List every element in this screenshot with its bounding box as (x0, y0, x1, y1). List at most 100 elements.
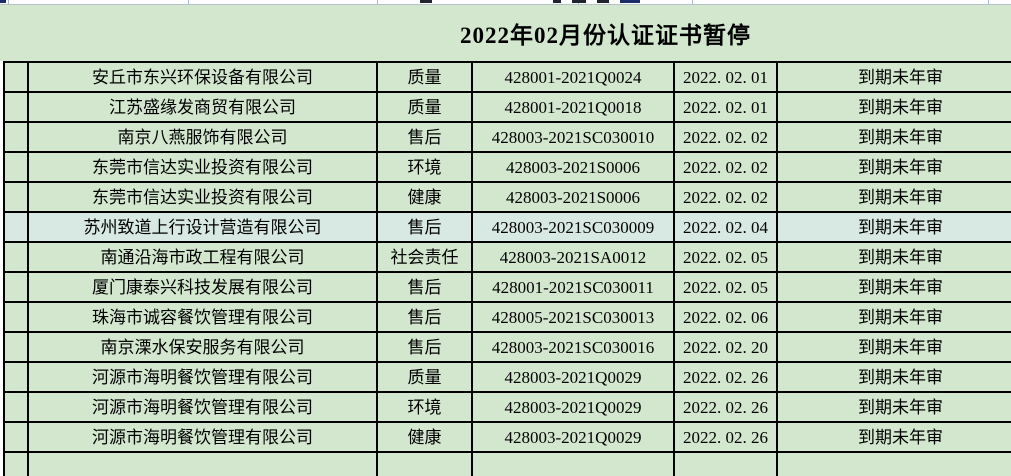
suspend-date-cell[interactable] (673, 451, 778, 476)
company-cell[interactable]: 南通沿海市政工程有限公司 (27, 241, 378, 273)
row-header-cell[interactable] (3, 301, 29, 333)
row-header-cell[interactable] (3, 181, 29, 213)
title-merged-cell[interactable]: 2022年02月份认证证书暂停 (0, 5, 1011, 61)
suspend-date-cell[interactable]: 2022. 02. 02 (673, 181, 778, 213)
table-row: 南通沿海市政工程有限公司 社会责任 428003-2021SA0012 2022… (3, 241, 1011, 273)
status-cell[interactable]: 到期未年审 (776, 151, 1011, 183)
company-cell[interactable]: 厦门康泰兴科技发展有限公司 (27, 271, 378, 303)
row-header-cell[interactable] (3, 331, 29, 363)
suspend-date-cell[interactable]: 2022. 02. 01 (673, 91, 778, 123)
row-header-cell[interactable] (3, 241, 29, 273)
company-cell[interactable]: 东莞市信达实业投资有限公司 (27, 151, 378, 183)
status-cell[interactable]: 到期未年审 (776, 181, 1011, 213)
suspend-date-cell[interactable]: 2022. 02. 26 (673, 391, 778, 423)
cert-number-cell[interactable]: 428003-2021Q0029 (471, 421, 675, 453)
company-cell[interactable]: 河源市海明餐饮管理有限公司 (27, 421, 378, 453)
company-cell[interactable]: 江苏盛缘发商贸有限公司 (27, 91, 378, 123)
row-header-cell[interactable] (3, 391, 29, 423)
table-row: 南京八燕服饰有限公司 售后 428003-2021SC030010 2022. … (3, 121, 1011, 153)
cert-type-cell[interactable]: 售后 (376, 331, 473, 363)
status-cell[interactable]: 到期未年审 (776, 121, 1011, 153)
company-cell[interactable]: 珠海市诚容餐饮管理有限公司 (27, 301, 378, 333)
suspend-date-cell[interactable]: 2022. 02. 26 (673, 421, 778, 453)
cert-number-cell[interactable]: 428003-2021SC030010 (471, 121, 675, 153)
partial-row-above (0, 0, 1011, 4)
company-cell[interactable] (27, 451, 378, 476)
company-cell[interactable]: 河源市海明餐饮管理有限公司 (27, 361, 378, 393)
status-cell[interactable]: 到期未年审 (776, 211, 1011, 243)
cert-number-cell[interactable]: 428005-2021SC030013 (471, 301, 675, 333)
row-header-cell[interactable] (3, 271, 29, 303)
suspend-date-cell[interactable]: 2022. 02. 26 (673, 361, 778, 393)
suspend-date-cell[interactable]: 2022. 02. 01 (673, 61, 778, 93)
company-cell[interactable]: 东莞市信达实业投资有限公司 (27, 181, 378, 213)
table-row: 苏州致道上行设计营造有限公司 售后 428003-2021SC030009 20… (3, 211, 1011, 243)
status-cell[interactable]: 到期未年审 (776, 241, 1011, 273)
row-header-cell[interactable] (3, 451, 29, 476)
suspend-date-cell[interactable]: 2022. 02. 04 (673, 211, 778, 243)
row-header-cell[interactable] (3, 91, 29, 123)
text-remnant (597, 0, 609, 3)
cert-type-cell[interactable]: 质量 (376, 91, 473, 123)
table-row: 东莞市信达实业投资有限公司 健康 428003-2021S0006 2022. … (3, 181, 1011, 213)
suspend-date-cell[interactable]: 2022. 02. 06 (673, 301, 778, 333)
cert-type-cell[interactable]: 售后 (376, 121, 473, 153)
row-header-cell[interactable] (3, 121, 29, 153)
row-header-cell[interactable] (3, 211, 29, 243)
suspend-date-cell[interactable]: 2022. 02. 02 (673, 121, 778, 153)
company-cell[interactable]: 安丘市东兴环保设备有限公司 (27, 61, 378, 93)
suspend-date-cell[interactable]: 2022. 02. 05 (673, 241, 778, 273)
company-cell[interactable]: 河源市海明餐饮管理有限公司 (27, 391, 378, 423)
cert-type-cell[interactable] (376, 451, 473, 476)
cert-number-cell[interactable]: 428003-2021S0006 (471, 181, 675, 213)
cert-table-body: 安丘市东兴环保设备有限公司 质量 428001-2021Q0024 2022. … (3, 61, 1011, 476)
cert-type-cell[interactable]: 环境 (376, 151, 473, 183)
status-cell[interactable] (776, 451, 1011, 476)
table-row: 江苏盛缘发商贸有限公司 质量 428001-2021Q0018 2022. 02… (3, 91, 1011, 123)
cert-number-cell[interactable]: 428003-2021Q0029 (471, 391, 675, 423)
status-cell[interactable]: 到期未年审 (776, 361, 1011, 393)
status-cell[interactable]: 到期未年审 (776, 391, 1011, 423)
cert-type-cell[interactable]: 质量 (376, 361, 473, 393)
text-remnant (420, 0, 432, 3)
text-remnant (572, 0, 586, 3)
row-header-cell[interactable] (3, 61, 29, 93)
row-header-cell[interactable] (3, 361, 29, 393)
suspend-date-cell[interactable]: 2022. 02. 20 (673, 331, 778, 363)
status-cell[interactable]: 到期未年审 (776, 331, 1011, 363)
status-cell[interactable]: 到期未年审 (776, 91, 1011, 123)
cert-type-cell[interactable]: 售后 (376, 301, 473, 333)
suspend-date-cell[interactable]: 2022. 02. 05 (673, 271, 778, 303)
table-row: 厦门康泰兴科技发展有限公司 售后 428001-2021SC030011 202… (3, 271, 1011, 303)
suspend-date-cell[interactable]: 2022. 02. 02 (673, 151, 778, 183)
cert-number-cell[interactable]: 428001-2021Q0018 (471, 91, 675, 123)
cert-type-cell[interactable]: 社会责任 (376, 241, 473, 273)
cert-number-cell[interactable]: 428003-2021SA0012 (471, 241, 675, 273)
cert-type-cell[interactable]: 售后 (376, 271, 473, 303)
cert-number-cell[interactable]: 428003-2021SC030016 (471, 331, 675, 363)
row-header-cell[interactable] (3, 151, 29, 183)
status-cell[interactable]: 到期未年审 (776, 421, 1011, 453)
cert-number-cell[interactable]: 428003-2021Q0029 (471, 361, 675, 393)
cert-number-cell[interactable]: 428001-2021SC030011 (471, 271, 675, 303)
status-cell[interactable]: 到期未年审 (776, 61, 1011, 93)
status-cell[interactable]: 到期未年审 (776, 301, 1011, 333)
cert-number-cell[interactable]: 428003-2021SC030009 (471, 211, 675, 243)
cert-type-cell[interactable]: 环境 (376, 391, 473, 423)
status-cell[interactable]: 到期未年审 (776, 271, 1011, 303)
text-remnant (553, 0, 561, 3)
cert-type-cell[interactable]: 质量 (376, 61, 473, 93)
cert-type-cell[interactable]: 售后 (376, 211, 473, 243)
cert-number-cell[interactable]: 428003-2021S0006 (471, 151, 675, 183)
divider (0, 4, 1011, 5)
company-cell[interactable]: 苏州致道上行设计营造有限公司 (27, 211, 378, 243)
cert-type-cell[interactable]: 健康 (376, 181, 473, 213)
table-row: 东莞市信达实业投资有限公司 环境 428003-2021S0006 2022. … (3, 151, 1011, 183)
company-cell[interactable]: 南京溧水保安服务有限公司 (27, 331, 378, 363)
cert-number-cell[interactable] (471, 451, 675, 476)
cert-number-cell[interactable]: 428001-2021Q0024 (471, 61, 675, 93)
company-cell[interactable]: 南京八燕服饰有限公司 (27, 121, 378, 153)
row-header-cell[interactable] (3, 421, 29, 453)
cert-type-cell[interactable]: 健康 (376, 421, 473, 453)
